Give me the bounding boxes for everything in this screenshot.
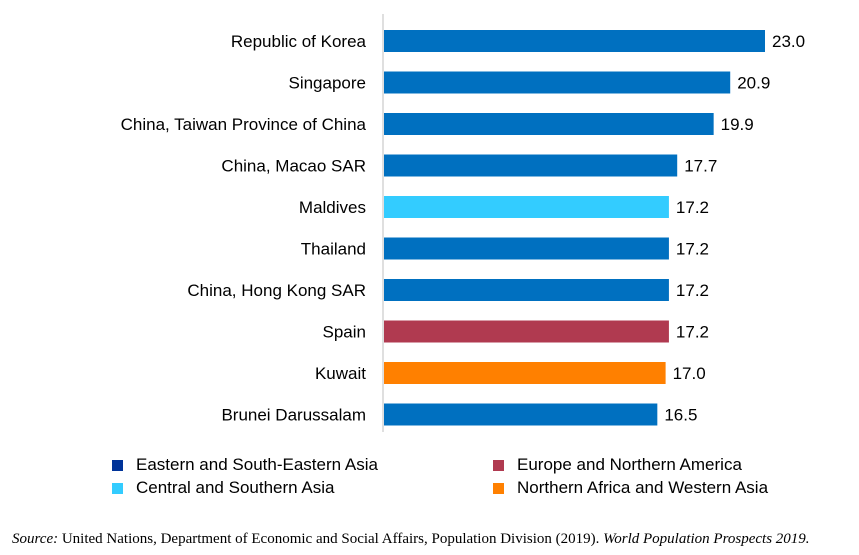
bar-china-taiwan-province-of-china [384,113,714,135]
category-label-china-macao-sar: China, Macao SAR [221,157,366,176]
value-label-maldives: 17.2 [676,198,709,217]
category-label-brunei-darussalam: Brunei Darussalam [221,406,366,425]
legend-label-eastern-south-eastern-asia: Eastern and South-Eastern Asia [136,455,378,474]
bar-spain [384,320,669,343]
value-label-china-macao-sar: 17.7 [684,157,717,176]
value-label-singapore: 20.9 [737,74,770,93]
bar-chart: Republic of Korea 23.0 Singapore 20.9 China,… [121,14,805,432]
legend-swatch-eastern-south-eastern-asia [112,459,123,471]
source-lead: Source: [12,531,59,547]
value-label-republic-of-korea: 23.0 [772,32,805,51]
category-label-china-hong-kong-sar: China, Hong Kong SAR [187,281,366,300]
bar-republic-of-korea [384,30,765,52]
value-label-thailand: 17.2 [676,240,709,259]
category-label-thailand: Thailand [301,240,366,259]
bar-china-hong-kong-sar [384,279,669,301]
legend-item-central-southern-asia: Central and Southern Asia [112,478,334,498]
bar-kuwait [384,362,666,384]
source-note: Source: United Nations, Department of Ec… [12,531,852,548]
legend-swatch-central-southern-asia [112,482,123,494]
bar-singapore [384,71,731,94]
legend-swatch-northern-africa-western-asia [493,482,504,494]
category-label-maldives: Maldives [299,198,366,217]
category-label-spain: Spain [323,323,366,342]
category-label-china-taiwan-province-of-china: China, Taiwan Province of China [121,115,367,134]
bar-thailand [384,237,669,260]
value-label-spain: 17.2 [676,323,709,342]
source-publication: World Population Prospects 2019. [603,531,810,547]
bar-maldives [384,196,669,218]
value-label-brunei-darussalam: 16.5 [664,406,697,425]
legend-item-eastern-south-eastern-asia: Eastern and South-Eastern Asia [112,455,378,475]
value-label-china-taiwan-province-of-china: 19.9 [721,115,754,134]
value-label-kuwait: 17.0 [673,364,706,383]
legend-item-europe-northern-america: Europe and Northern America [493,455,742,475]
value-label-china-hong-kong-sar: 17.2 [676,281,709,300]
category-label-singapore: Singapore [288,74,366,93]
legend-label-northern-africa-western-asia: Northern Africa and Western Asia [517,478,769,497]
legend: Eastern and South-Eastern Asia Europe an… [112,455,852,501]
category-label-republic-of-korea: Republic of Korea [231,32,367,51]
legend-item-northern-africa-western-asia: Northern Africa and Western Asia [493,478,768,498]
bar-china-macao-sar [384,154,678,177]
bar-brunei-darussalam [384,403,658,426]
legend-swatch-europe-northern-america [493,459,504,471]
category-label-kuwait: Kuwait [315,364,366,383]
legend-label-europe-northern-america: Europe and Northern America [517,455,742,474]
legend-label-central-southern-asia: Central and Southern Asia [136,478,335,497]
source-body: United Nations, Department of Economic a… [58,531,604,547]
